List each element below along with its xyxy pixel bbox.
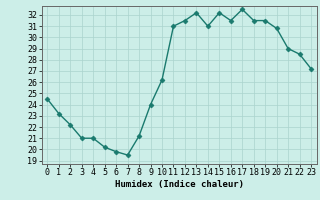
X-axis label: Humidex (Indice chaleur): Humidex (Indice chaleur) bbox=[115, 180, 244, 189]
